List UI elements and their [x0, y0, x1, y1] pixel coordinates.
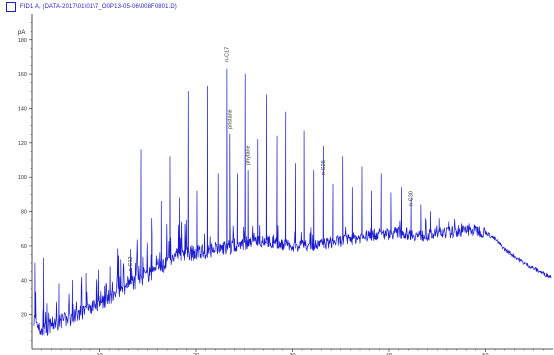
- y-tick-label: 80: [21, 210, 27, 216]
- legend: FID1 A, (DATA-2017\01\01\7_O0P13-05-06\0…: [6, 2, 177, 12]
- x-tick-label: 50: [482, 353, 488, 355]
- y-tick-label: 140: [18, 106, 27, 112]
- y-tick-label: 40: [21, 278, 27, 284]
- x-tick-label: 30: [289, 353, 295, 355]
- legend-label: FID1 A, (DATA-2017\01\01\7_O0P13-05-06\0…: [20, 4, 177, 10]
- peak-label: n-C17: [224, 47, 230, 62]
- y-tick-label: 60: [21, 244, 27, 250]
- y-tick-label: 120: [18, 141, 27, 147]
- y-tick-label: 100: [18, 175, 27, 181]
- x-tick-label: 10: [96, 353, 102, 355]
- signal-trace: [33, 68, 552, 336]
- peak-label: pristane: [227, 109, 233, 129]
- peak-labels: n-C17 pristane phytane n-C25 n-C30 n-C12: [128, 47, 415, 272]
- y-axis-label: pA: [18, 30, 26, 36]
- axes: 20 40 60 80 100 120 140 160 180 10 20 30 40 50: [18, 14, 553, 355]
- legend-box-icon: [6, 2, 16, 12]
- y-tick-label: 160: [18, 72, 27, 78]
- y-tick-label: 20: [21, 313, 27, 319]
- peak-label: n-C12: [128, 256, 134, 271]
- signal-line: [33, 68, 552, 336]
- y-tick-label: 180: [18, 38, 27, 44]
- x-tick-label: 40: [386, 353, 392, 355]
- x-tick-label: 20: [193, 353, 199, 355]
- peak-label: phytane: [246, 145, 252, 165]
- peak-label: n-C30: [409, 191, 415, 206]
- peak-label: n-C25: [321, 160, 327, 175]
